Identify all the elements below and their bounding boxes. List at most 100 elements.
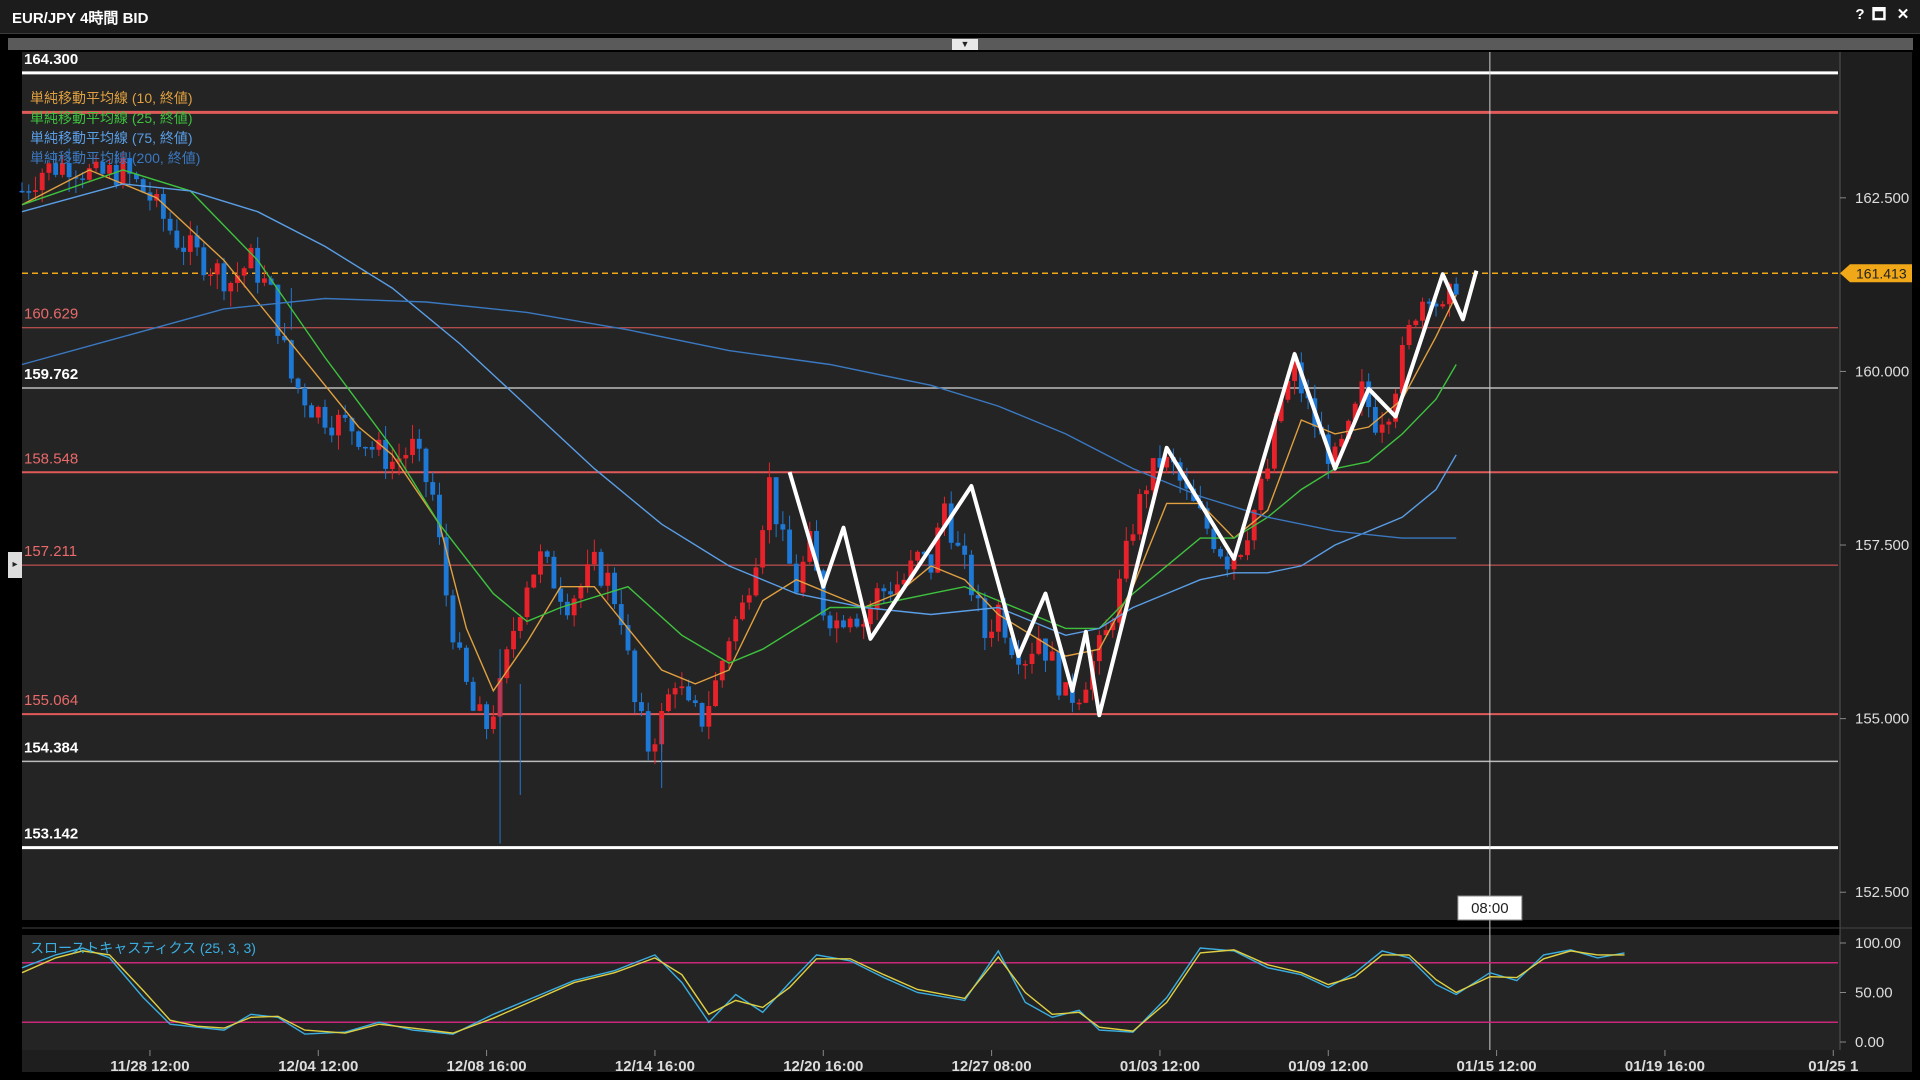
candle-body	[854, 618, 860, 627]
candle-body	[645, 711, 651, 752]
legend-sma75: 単純移動平均線 (75, 終値)	[30, 130, 193, 146]
candle-body	[982, 598, 988, 638]
candle-body	[463, 647, 469, 682]
collapse-toolbar-button[interactable]: ▼	[952, 39, 978, 50]
candle-body	[787, 529, 793, 564]
candle-body	[1352, 403, 1358, 421]
candle-body	[1359, 381, 1365, 404]
candle-body	[369, 446, 375, 450]
candle-body	[841, 620, 846, 628]
stoch-tick-label: 50.00	[1855, 985, 1893, 1002]
candle-body	[1009, 637, 1015, 656]
level-label: 160.629	[24, 306, 78, 323]
candle-body	[538, 551, 543, 575]
candle-body	[134, 173, 139, 180]
candle-body	[450, 595, 456, 643]
candle-body	[1399, 344, 1405, 394]
candle-body	[544, 551, 550, 557]
candle-body	[383, 439, 389, 469]
candle-body	[1346, 420, 1351, 439]
candle-body	[248, 247, 254, 269]
candle-body	[113, 164, 119, 185]
x-tick-label: 01/19 16:00	[1625, 1058, 1705, 1075]
candle-body	[1164, 457, 1170, 468]
candle-body	[228, 282, 234, 292]
candle-body	[1063, 682, 1069, 696]
candle-body	[719, 660, 725, 681]
candle-body	[948, 503, 954, 543]
candle-body	[1049, 651, 1055, 661]
candle-body	[430, 482, 436, 495]
candle-body	[1292, 362, 1298, 382]
candle-body	[336, 414, 341, 436]
candle-body	[46, 163, 52, 173]
candle-body	[268, 278, 274, 285]
help-icon[interactable]: ?	[1855, 6, 1865, 23]
candle-body	[706, 706, 712, 727]
candle-body	[484, 704, 490, 730]
candle-body	[1204, 508, 1210, 529]
candle-body	[773, 477, 779, 525]
candle-body	[315, 406, 321, 418]
candle-body	[901, 579, 907, 585]
candle-body	[1056, 651, 1062, 696]
candle-body	[410, 438, 415, 456]
candle-body	[1150, 458, 1156, 491]
candle-body	[127, 158, 133, 174]
close-icon[interactable]: ✕	[1896, 6, 1910, 23]
candle-body	[639, 702, 644, 712]
maximize-icon[interactable]: 🗖	[1871, 6, 1887, 23]
candle-body	[558, 588, 564, 602]
title-bar: EUR/JPY 4時間 BID ? 🗖 ✕	[0, 0, 1920, 34]
candle-body	[208, 274, 213, 276]
candle-body	[80, 178, 86, 180]
candle-body	[733, 619, 739, 642]
candle-body	[1265, 468, 1271, 479]
candle-body	[362, 446, 368, 449]
candle-body	[1123, 540, 1129, 579]
candle-body	[39, 172, 45, 191]
candle-body	[1022, 664, 1028, 666]
candle-body	[160, 194, 166, 219]
candle-body	[740, 602, 745, 620]
candle-body	[403, 455, 409, 459]
candle-body	[416, 438, 422, 449]
candle-body	[86, 168, 92, 180]
candle-body	[1076, 702, 1082, 705]
candle-body	[389, 461, 395, 469]
candle-body	[147, 192, 153, 201]
candle-body	[309, 405, 314, 418]
candle-body	[1339, 438, 1345, 447]
x-tick-label: 01/15 12:00	[1457, 1058, 1537, 1075]
candle-body	[605, 572, 611, 586]
sma-line-3	[21, 297, 1457, 539]
candle-body	[329, 427, 335, 436]
candle-body	[423, 448, 429, 483]
candle-body	[322, 406, 328, 428]
candle-body	[908, 560, 914, 580]
candle-body	[26, 191, 32, 193]
candle-body	[93, 161, 99, 169]
candle-body	[827, 615, 833, 629]
candle-body	[1245, 540, 1250, 556]
candle-body	[800, 561, 806, 593]
candle-body	[814, 530, 819, 571]
level-label: 153.142	[24, 826, 78, 843]
y-tick-label: 162.500	[1855, 190, 1909, 207]
candle-body	[1110, 622, 1116, 631]
current-price-tag	[1840, 264, 1912, 283]
candle-body	[1083, 689, 1089, 703]
candle-body	[241, 268, 247, 276]
side-panel-handle[interactable]: ▸	[8, 552, 22, 578]
x-tick-label: 12/27 08:00	[952, 1058, 1032, 1075]
candle-body	[1440, 304, 1446, 307]
candle-body	[915, 551, 920, 561]
candle-body	[457, 642, 463, 648]
candle-body	[1231, 556, 1237, 570]
candle-body	[1238, 555, 1244, 557]
candle-body	[443, 537, 449, 596]
x-tick-label: 11/28 12:00	[110, 1058, 189, 1075]
sma-line-2	[21, 183, 1457, 637]
candle-body	[867, 608, 873, 625]
